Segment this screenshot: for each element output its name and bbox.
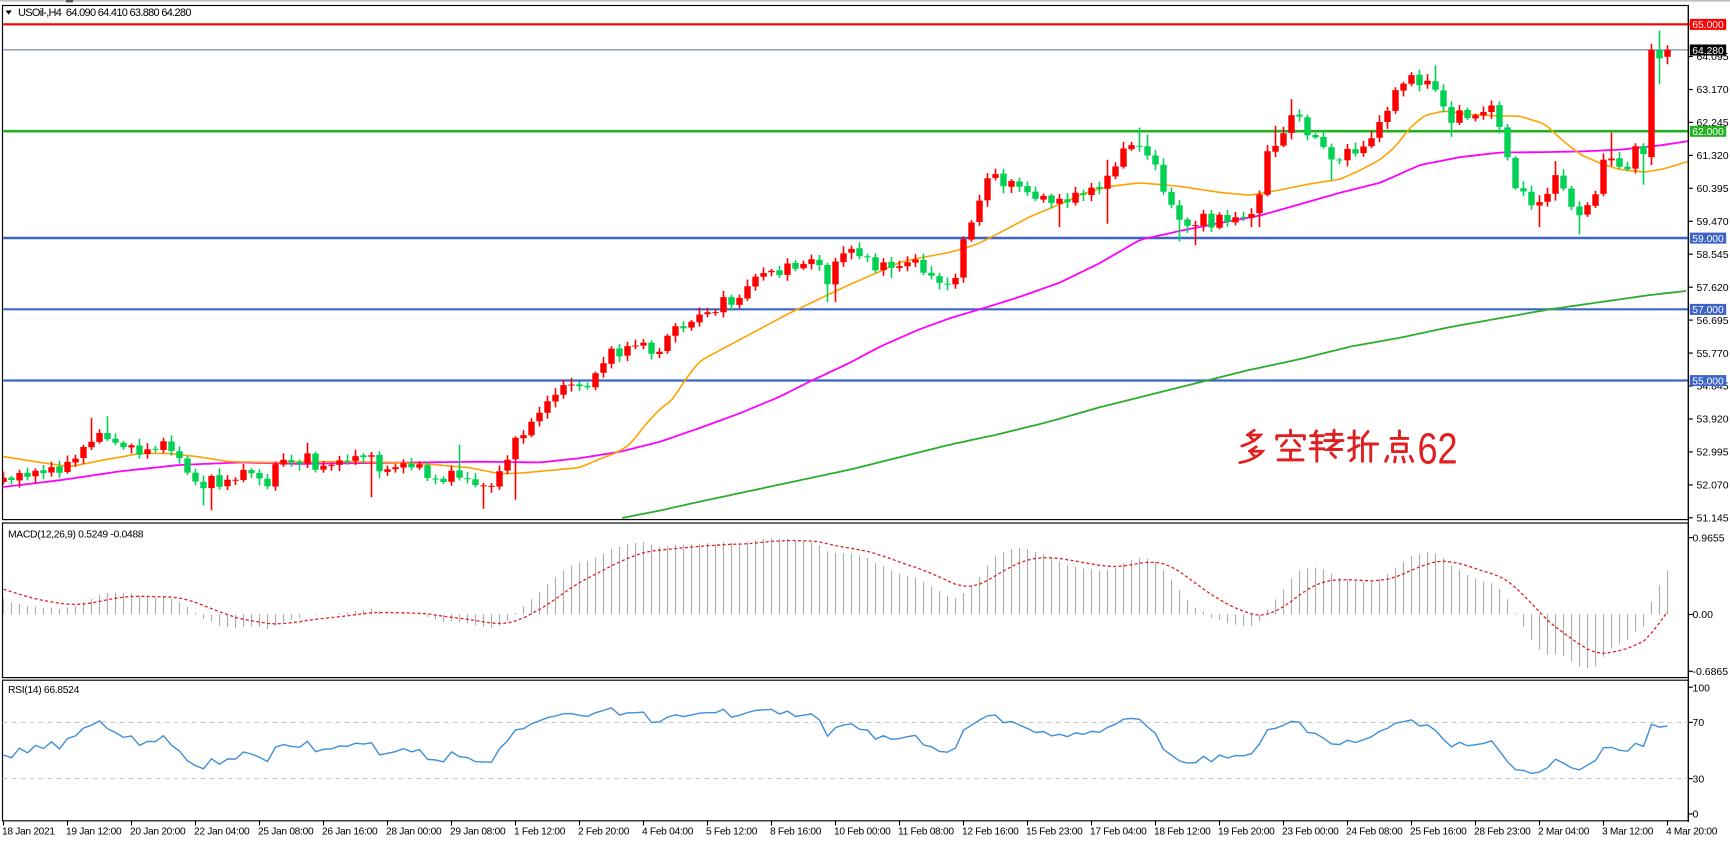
svg-text:4 Mar 20:00: 4 Mar 20:00 <box>1666 827 1718 838</box>
svg-text:20 Jan 20:00: 20 Jan 20:00 <box>130 827 186 838</box>
svg-text:4 Feb 04:00: 4 Feb 04:00 <box>642 827 694 838</box>
svg-text:60.395: 60.395 <box>1697 183 1729 195</box>
svg-text:58.545: 58.545 <box>1697 249 1729 261</box>
svg-text:18 Jan 2021: 18 Jan 2021 <box>2 827 55 838</box>
svg-text:26 Jan 16:00: 26 Jan 16:00 <box>322 827 378 838</box>
svg-text:61.320: 61.320 <box>1697 150 1729 162</box>
svg-text:22 Jan 04:00: 22 Jan 04:00 <box>194 827 250 838</box>
svg-text:57.000: 57.000 <box>1692 305 1724 316</box>
svg-text:19 Feb 20:00: 19 Feb 20:00 <box>1218 827 1275 838</box>
svg-text:15 Feb 23:00: 15 Feb 23:00 <box>1026 827 1083 838</box>
svg-text:12 Feb 16:00: 12 Feb 16:00 <box>962 827 1019 838</box>
svg-text:55.770: 55.770 <box>1697 348 1729 360</box>
svg-text:62.000: 62.000 <box>1692 127 1724 138</box>
svg-text:8 Feb 16:00: 8 Feb 16:00 <box>770 827 822 838</box>
svg-text:30: 30 <box>1693 773 1705 785</box>
svg-text:70: 70 <box>1693 717 1705 729</box>
svg-text:59.000: 59.000 <box>1692 234 1724 245</box>
svg-text:29 Jan 08:00: 29 Jan 08:00 <box>450 827 506 838</box>
svg-text:18 Feb 12:00: 18 Feb 12:00 <box>1154 827 1211 838</box>
svg-text:10 Feb 00:00: 10 Feb 00:00 <box>834 827 891 838</box>
svg-text:52.070: 52.070 <box>1697 480 1729 492</box>
svg-text:3 Mar 12:00: 3 Mar 12:00 <box>1602 827 1654 838</box>
svg-text:USOil-,H4 64.090 64.410 63.88: USOil-,H4 64.090 64.410 63.880 64.280 <box>18 7 191 19</box>
svg-text:57.620: 57.620 <box>1697 282 1729 294</box>
svg-text:55.000: 55.000 <box>1692 376 1724 387</box>
svg-text:59.470: 59.470 <box>1697 216 1729 228</box>
svg-text:1 Feb 12:00: 1 Feb 12:00 <box>514 827 566 838</box>
svg-text:MACD(12,26,9) 0.5249 -0.0488: MACD(12,26,9) 0.5249 -0.0488 <box>8 530 144 541</box>
svg-text:56.695: 56.695 <box>1697 315 1729 327</box>
svg-text:52.995: 52.995 <box>1697 447 1729 459</box>
svg-text:24 Feb 08:00: 24 Feb 08:00 <box>1346 827 1403 838</box>
svg-text:RSI(14) 66.8524: RSI(14) 66.8524 <box>8 685 80 696</box>
svg-text:51.145: 51.145 <box>1697 513 1729 525</box>
svg-text:62: 62 <box>1418 424 1458 473</box>
svg-text:11 Feb 08:00: 11 Feb 08:00 <box>898 827 954 838</box>
svg-text:0: 0 <box>1693 809 1699 821</box>
svg-text:-0.6865: -0.6865 <box>1693 666 1729 678</box>
svg-text:25 Feb 16:00: 25 Feb 16:00 <box>1410 827 1467 838</box>
svg-text:2 Feb 20:00: 2 Feb 20:00 <box>578 827 630 838</box>
svg-text:63.170: 63.170 <box>1697 84 1729 96</box>
svg-text:65.000: 65.000 <box>1692 20 1724 31</box>
svg-text:100: 100 <box>1693 683 1711 695</box>
svg-text:5 Feb 12:00: 5 Feb 12:00 <box>706 827 758 838</box>
svg-text:25 Jan 08:00: 25 Jan 08:00 <box>258 827 314 838</box>
svg-text:23 Feb 00:00: 23 Feb 00:00 <box>1282 827 1339 838</box>
svg-text:28 Feb 23:00: 28 Feb 23:00 <box>1474 827 1531 838</box>
svg-text:0.00: 0.00 <box>1693 609 1714 621</box>
svg-text:64.280: 64.280 <box>1692 46 1724 57</box>
svg-text:53.920: 53.920 <box>1697 414 1729 426</box>
svg-text:2 Mar 04:00: 2 Mar 04:00 <box>1538 827 1590 838</box>
svg-text:28 Jan 00:00: 28 Jan 00:00 <box>386 827 442 838</box>
svg-text:17 Feb 04:00: 17 Feb 04:00 <box>1090 827 1147 838</box>
svg-text:0.9655: 0.9655 <box>1693 532 1725 544</box>
svg-text:19 Jan 12:00: 19 Jan 12:00 <box>66 827 122 838</box>
